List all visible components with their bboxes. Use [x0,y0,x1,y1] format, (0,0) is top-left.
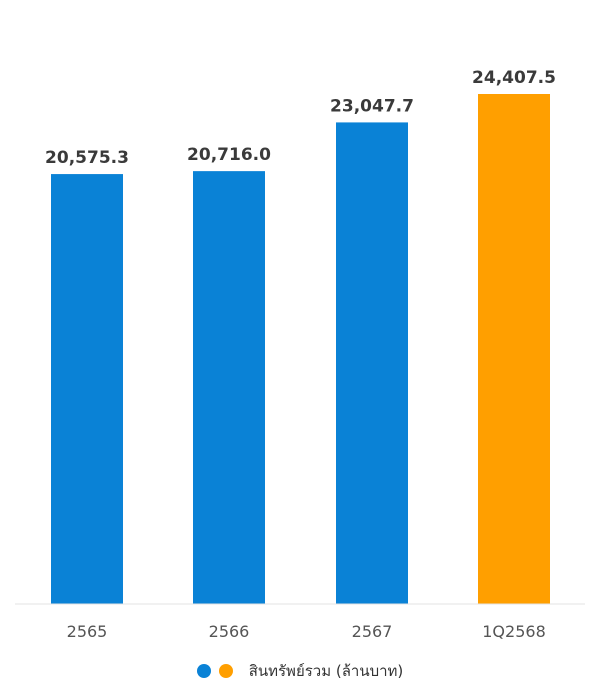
value-label-2565: 20,575.3 [45,148,129,168]
value-label-1Q2568: 24,407.5 [472,68,556,88]
bar-2567 [336,122,408,604]
x-tick-label-2566: 2566 [209,622,250,641]
labels-layer: 20,575.3 2565 20,716.0 2566 23,047.7 2567 24,4… [45,68,556,641]
legend-dot-blue [196,664,211,678]
bar-2566 [193,171,265,604]
value-label-2566: 20,716.0 [187,145,271,165]
bar-2565 [51,174,123,604]
x-tick-label-1Q2568: 1Q2568 [482,622,546,641]
legend-dot-orange [218,664,233,678]
value-label-2567: 23,047.7 [330,96,414,116]
bar-chart: 20,575.3 2565 20,716.0 2566 23,047.7 2567 24,4… [15,68,585,641]
legend: สินทรัพย์รวม (ล้านบาท) [0,656,600,686]
x-tick-label-2565: 2565 [67,622,108,641]
bar-1Q2568 [478,94,550,604]
legend-label: สินทรัพย์รวม (ล้านบาท) [248,662,404,680]
bars-layer [51,94,550,604]
x-tick-label-2567: 2567 [352,622,393,641]
